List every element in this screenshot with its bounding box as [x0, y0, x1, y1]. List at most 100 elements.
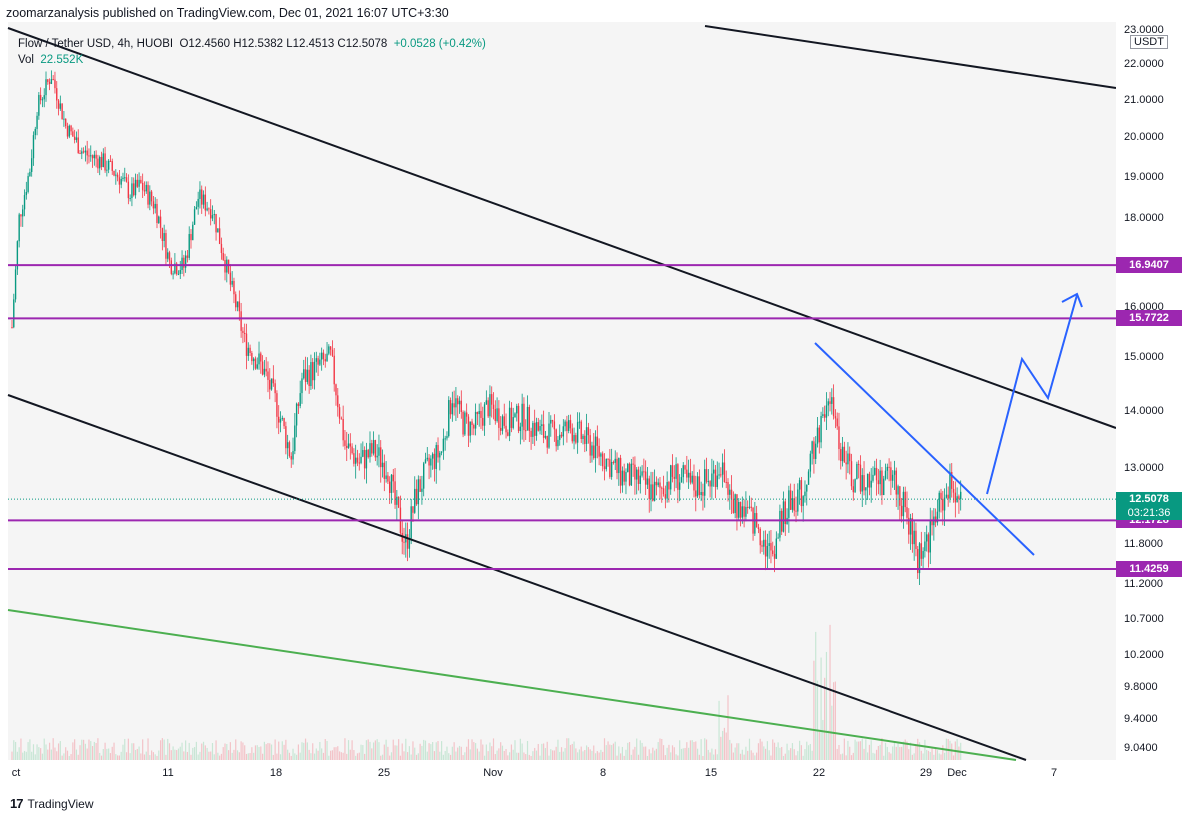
volume-bar — [557, 739, 559, 760]
volume-bar — [732, 752, 734, 760]
candle-body — [832, 397, 835, 417]
candle-body — [56, 88, 58, 101]
candle-body — [900, 505, 903, 517]
candle-body — [209, 209, 212, 219]
candle-body — [329, 346, 332, 350]
candle-body — [440, 451, 443, 453]
candle-body — [308, 369, 310, 387]
volume-bar — [43, 738, 45, 760]
candle-body — [20, 214, 22, 217]
candle-body — [668, 482, 670, 490]
candle-body — [902, 491, 905, 517]
candle-body — [473, 424, 475, 429]
candle-body — [818, 427, 820, 443]
candle-body — [426, 457, 428, 460]
candle-body — [167, 252, 169, 259]
volume-bar — [790, 748, 792, 760]
volume-bar — [503, 750, 505, 760]
candle-body — [870, 480, 872, 488]
volume-bar — [63, 753, 65, 760]
candle-body — [396, 496, 398, 505]
volume-bar — [881, 738, 883, 760]
candle-body — [394, 481, 396, 505]
candle-body — [800, 480, 803, 507]
volume-bar — [23, 750, 26, 760]
volume-bar — [421, 745, 423, 760]
candle-body — [677, 464, 679, 490]
candle-body — [625, 472, 627, 482]
level-badge: 11.4259 — [1116, 560, 1182, 577]
volume-bar — [378, 742, 380, 760]
candle-body — [834, 416, 837, 419]
volume-bar — [671, 745, 674, 760]
candle-body — [659, 482, 661, 488]
volume-bar — [850, 755, 853, 760]
candle-body — [465, 412, 468, 417]
candle-body — [936, 511, 939, 523]
unit-label[interactable]: USDT — [1130, 35, 1168, 49]
volume-bar — [646, 755, 649, 760]
volume-bar — [469, 749, 471, 760]
candle-body — [419, 479, 421, 492]
candle-body — [913, 530, 915, 545]
candle-body — [759, 528, 761, 546]
candle-body — [319, 359, 321, 365]
candle-body — [788, 490, 790, 518]
candle-body — [616, 458, 618, 474]
volume-bar — [539, 755, 541, 760]
volume-bar — [913, 753, 915, 760]
candle-body — [360, 456, 362, 463]
candle-body — [636, 469, 638, 480]
candle-body — [562, 426, 565, 437]
x-tick-label: 25 — [377, 767, 391, 779]
candle-body — [29, 171, 31, 177]
candle-body — [192, 224, 194, 241]
volume-bar — [197, 754, 199, 760]
candle-body — [532, 422, 534, 437]
volume-bar — [773, 742, 776, 760]
candle-body — [331, 349, 334, 356]
candle-body — [47, 79, 49, 82]
price-axis[interactable] — [1116, 22, 1194, 760]
volume-bar — [525, 754, 527, 760]
volume-bar — [754, 755, 756, 760]
volume-bar — [621, 746, 623, 760]
volume-bar — [192, 747, 194, 760]
candle-body — [301, 378, 303, 394]
candle-body — [738, 501, 740, 518]
footer[interactable]: 17 TradingView — [10, 796, 94, 811]
volume-bar — [387, 746, 389, 760]
candle-body — [222, 253, 224, 260]
volume-bar — [260, 746, 262, 760]
vol-label: Vol — [18, 54, 34, 66]
volume-bar — [535, 750, 538, 760]
volume-bar — [482, 744, 484, 760]
candle-body — [122, 177, 124, 179]
candle-body — [59, 103, 62, 109]
candle-body — [571, 428, 573, 442]
candle-body — [437, 444, 439, 458]
candle-body — [70, 125, 72, 132]
volume-bar — [319, 741, 321, 760]
volume-bar — [304, 738, 307, 760]
candle-body — [177, 273, 180, 275]
volume-bar — [485, 744, 487, 760]
volume-bar — [874, 753, 876, 760]
volume-bar — [650, 753, 652, 760]
candle-body — [77, 137, 79, 154]
volume-bar — [532, 751, 534, 760]
candle-body — [88, 155, 90, 157]
volume-bar — [457, 747, 459, 760]
volume-bar — [138, 746, 140, 760]
volume-bar — [745, 746, 747, 760]
candle-body — [678, 482, 681, 490]
candle-body — [602, 453, 604, 467]
volume-bar — [815, 631, 817, 760]
candle-body — [908, 517, 910, 535]
candle-body — [247, 347, 249, 356]
candle-body — [190, 234, 192, 241]
candle-body — [61, 103, 63, 120]
candle-body — [598, 445, 600, 457]
candle-body — [489, 394, 491, 417]
